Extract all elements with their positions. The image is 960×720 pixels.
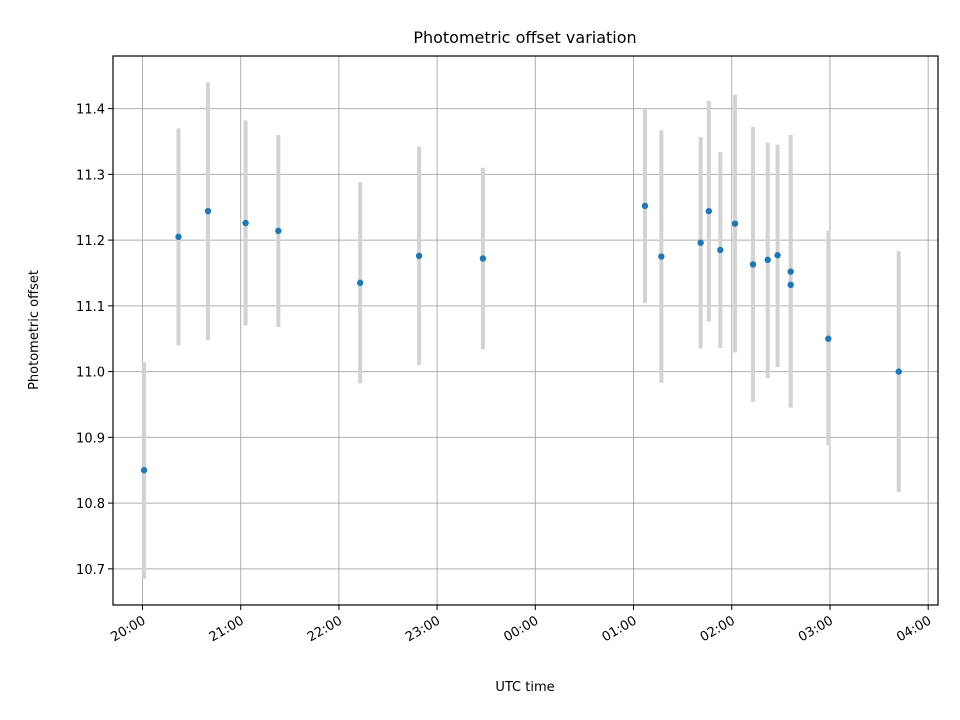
y-tick-label: 10.7: [76, 563, 105, 578]
data-point: [787, 281, 794, 289]
y-tick-label: 11.4: [76, 103, 105, 118]
y-tick-label: 11.0: [76, 366, 105, 381]
data-point: [204, 207, 212, 215]
data-point: [415, 252, 423, 260]
data-point: [764, 256, 771, 264]
data-point: [140, 467, 148, 474]
data-point: [731, 220, 739, 227]
x-axis-label: UTC time: [495, 680, 554, 695]
y-axis-label: Photometric offset: [27, 270, 42, 390]
point-layer: [140, 202, 902, 474]
data-point: [717, 246, 724, 254]
data-point: [641, 202, 649, 210]
data-point: [242, 219, 249, 227]
y-tick-label: 11.1: [76, 300, 105, 315]
y-tick-label: 11.2: [76, 234, 105, 249]
y-tick-label: 11.3: [76, 168, 105, 183]
data-point: [749, 261, 757, 268]
data-point: [825, 335, 832, 342]
data-point: [895, 368, 902, 375]
y-tick-label: 10.9: [76, 431, 105, 446]
data-point: [697, 239, 704, 246]
data-point: [658, 253, 665, 260]
data-point: [705, 207, 713, 215]
data-point: [356, 279, 364, 287]
data-point: [275, 227, 282, 235]
data-point: [774, 252, 781, 259]
data-point: [175, 233, 182, 241]
chart-title: Photometric offset variation: [413, 28, 636, 47]
plot-frame: [112, 55, 939, 606]
grid-layer: [113, 56, 938, 605]
y-tick-label: 10.8: [76, 497, 105, 512]
data-point: [479, 255, 487, 262]
data-point: [787, 268, 794, 275]
